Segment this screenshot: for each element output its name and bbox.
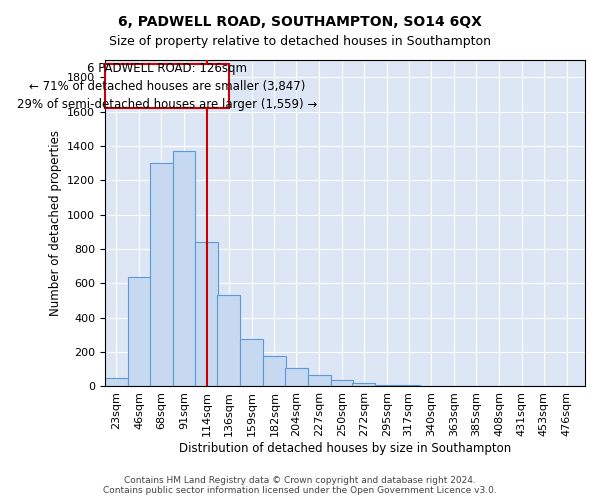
Bar: [285, 368, 308, 386]
Bar: [331, 380, 353, 386]
Bar: [105, 378, 128, 386]
Bar: [375, 384, 398, 386]
Bar: [308, 376, 331, 386]
Y-axis label: Number of detached properties: Number of detached properties: [49, 130, 62, 316]
Text: Contains HM Land Registry data © Crown copyright and database right 2024.
Contai: Contains HM Land Registry data © Crown c…: [103, 476, 497, 495]
Bar: [240, 339, 263, 386]
Text: 6, PADWELL ROAD, SOUTHAMPTON, SO14 6QX: 6, PADWELL ROAD, SOUTHAMPTON, SO14 6QX: [118, 15, 482, 29]
Bar: [128, 278, 151, 386]
Bar: [149, 163, 173, 386]
X-axis label: Distribution of detached houses by size in Southampton: Distribution of detached houses by size …: [179, 442, 511, 455]
Bar: [352, 383, 375, 386]
Bar: [263, 356, 286, 386]
Text: Size of property relative to detached houses in Southampton: Size of property relative to detached ho…: [109, 35, 491, 48]
FancyBboxPatch shape: [105, 64, 229, 108]
Bar: [217, 296, 240, 386]
Bar: [196, 242, 218, 386]
Text: 6 PADWELL ROAD: 126sqm
← 71% of detached houses are smaller (3,847)
29% of semi-: 6 PADWELL ROAD: 126sqm ← 71% of detached…: [17, 62, 317, 110]
Bar: [173, 151, 196, 386]
